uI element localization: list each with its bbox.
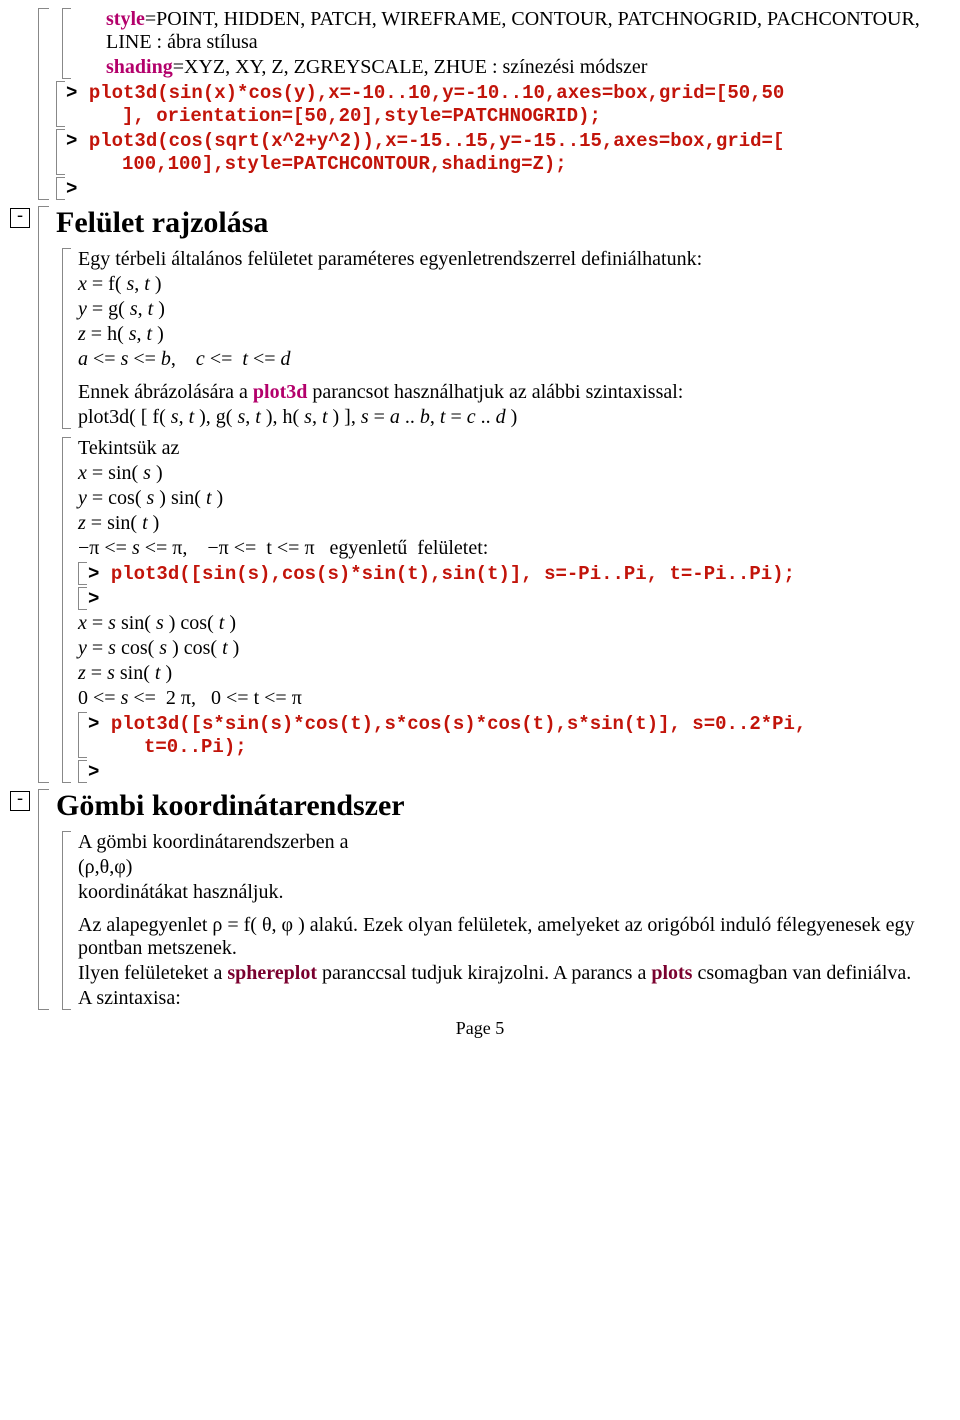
eq: 0 <= s <= 2 π, 0 <= t <= π [78,687,950,710]
empty-prompt: > [56,177,950,200]
empty-prompt: > [78,760,950,783]
text: Ilyen felületeket a sphereplot paranccsa… [78,962,950,985]
eq: z = s sin( t ) [78,662,950,685]
prompt[interactable]: > [66,178,77,200]
text: paranccsal tudjuk kirajzolni. A parancs … [317,962,651,984]
eq: y = cos( s ) sin( t ) [78,487,950,510]
intro-text: Egy térbeli általános felületet paraméte… [78,248,950,271]
code-line[interactable]: plot3d(cos(sqrt(x^2+y^2)),x=-15..15,y=-1… [89,130,785,152]
eq: z [78,323,86,345]
eq: z = sin( t ) [78,512,950,535]
tekintsuk: Tekintsük az [78,437,950,460]
example-1: Tekintsük az x = sin( s ) y = cos( s ) s… [70,437,950,783]
section-gombi: - Gömbi koordinátarendszer A gömbi koord… [48,789,950,1010]
text: Az alapegyenlet ρ = f( θ, φ ) alakú. Eze… [78,914,950,960]
top-block: style=POINT, HIDDEN, PATCH, WIREFRAME, C… [48,8,950,200]
prompt[interactable]: > [88,588,99,610]
text: (ρ,θ,φ) [78,856,950,879]
code-group: > plot3d([s*sin(s)*cos(t),s*cos(s)*cos(t… [78,712,950,758]
style-option-values: =POINT, HIDDEN, PATCH, WIREFRAME, CONTOU… [106,8,920,53]
eq: x [78,273,87,295]
sphereplot-keyword: sphereplot [227,962,317,984]
code-group-2: > plot3d(cos(sqrt(x^2+y^2)),x=-15..15,y=… [56,129,950,175]
param-defs: Egy térbeli általános felületet paraméte… [70,248,950,429]
code-group-1: > plot3d(sin(x)*cos(y),x=-10..10,y=-10..… [56,81,950,127]
code-line-cont[interactable]: t=0..Pi); [144,736,247,758]
prompt: > [66,130,89,152]
code-group: > plot3d([sin(s),cos(s)*sin(t),sin(t)], … [78,562,950,585]
text: A szintaxisa: [78,987,950,1010]
text: koordinátákat használjuk. [78,881,950,904]
eq: y = s cos( s ) cos( t ) [78,637,950,660]
plot3d-desc: Ennek ábrázolására a plot3d parancsot ha… [78,381,950,404]
eq: a <= s <= b, c <= t <= d [78,348,950,371]
shading-option-values: =XYZ, XY, Z, ZGREYSCALE, ZHUE : színezés… [173,56,648,78]
options-group: style=POINT, HIDDEN, PATCH, WIREFRAME, C… [70,8,950,79]
eq: x = s sin( s ) cos( t ) [78,612,950,635]
prompt[interactable]: > [88,761,99,783]
style-option-name: style [106,8,145,30]
code-line-cont[interactable]: ], orientation=[50,20],style=PATCHNOGRID… [122,105,601,127]
text: csomagban van definiálva. [692,962,911,984]
eq: −π <= s <= π, −π <= t <= π egyenletű fel… [78,537,950,560]
text: Ennek ábrázolására a [78,381,253,403]
section-felulet: - Felület rajzolása Egy térbeli általáno… [48,206,950,783]
prompt: > [88,713,111,735]
prompt: > [66,82,89,104]
shading-option-name: shading [106,56,173,78]
code-line[interactable]: plot3d([s*sin(s)*cos(t),s*cos(s)*cos(t),… [111,713,807,735]
syntax-line: plot3d( [ f( s, t ), g( s, t ), h( s, t … [78,406,950,429]
section-title: Felület rajzolása [56,206,950,240]
plot3d-keyword: plot3d [253,381,307,403]
collapse-icon[interactable]: - [10,791,30,811]
code-line[interactable]: plot3d([sin(s),cos(s)*sin(t),sin(t)], s=… [111,563,795,585]
empty-prompt: > [78,587,950,610]
plots-keyword: plots [651,962,692,984]
eq: x = sin( s ) [78,462,950,485]
text: parancsot használhatjuk az alábbi szinta… [307,381,683,403]
eq: y [78,298,87,320]
text: Ilyen felületeket a [78,962,227,984]
section-title: Gömbi koordinátarendszer [56,789,950,823]
code-line-cont[interactable]: 100,100],style=PATCHCONTOUR,shading=Z); [122,153,567,175]
prompt: > [88,563,111,585]
collapse-icon[interactable]: - [10,208,30,228]
gombi-body: A gömbi koordinátarendszerben a (ρ,θ,φ) … [70,831,950,1010]
page-footer: Page 5 [10,1018,950,1039]
code-line[interactable]: plot3d(sin(x)*cos(y),x=-10..10,y=-10..10… [89,82,785,104]
text: A gömbi koordinátarendszerben a [78,831,950,854]
